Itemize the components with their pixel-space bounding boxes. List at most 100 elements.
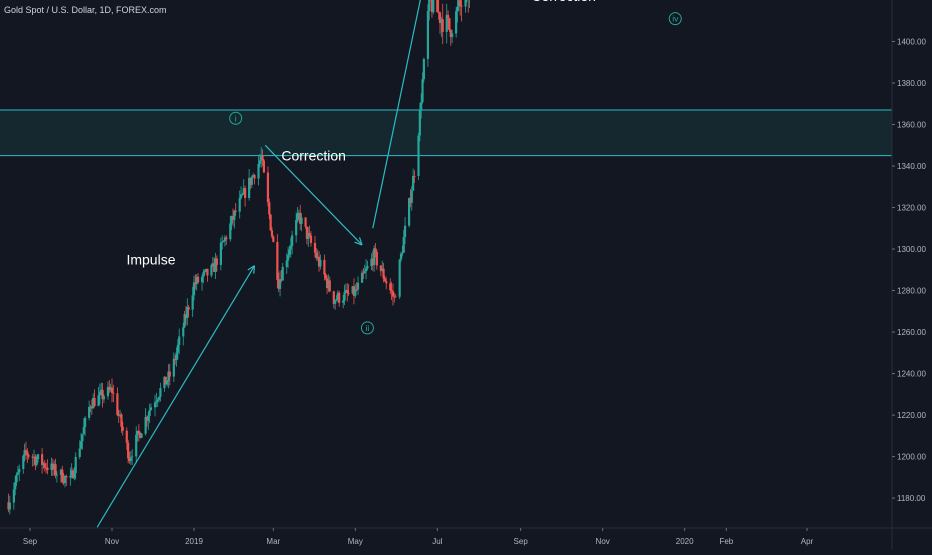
candle-body [24, 450, 28, 452]
candle-body [257, 163, 260, 179]
x-tick-label: Jul [432, 537, 442, 546]
candle-body [128, 458, 131, 461]
candle-body [156, 399, 159, 402]
x-tick-label: Sep [23, 537, 38, 546]
candle-body [343, 292, 346, 301]
candle-body [230, 216, 233, 224]
candle-body [147, 415, 150, 421]
y-tick-label: 1360.00 [897, 121, 926, 130]
candle-body [84, 417, 87, 427]
candle-body [117, 414, 120, 416]
candle-body [149, 407, 153, 411]
candle-body [305, 226, 309, 239]
wave-label-circle [668, 12, 682, 26]
candle-body [379, 265, 382, 271]
wave-label: i [235, 113, 237, 123]
candle-body [81, 434, 84, 442]
candle-body [459, 0, 462, 6]
candle-body [344, 290, 348, 293]
candle-body [34, 456, 37, 465]
candle-body [8, 502, 11, 510]
x-tick-label: May [348, 537, 363, 546]
candle-body [355, 289, 358, 291]
candle-body [356, 282, 360, 290]
candle-body [172, 358, 175, 377]
candle-body [430, 0, 434, 13]
candle-body [120, 414, 123, 427]
candle-body [261, 156, 264, 161]
candle-body [304, 217, 307, 227]
candle-body [175, 352, 178, 361]
candle-body [266, 172, 270, 203]
candle-body [106, 386, 110, 397]
candle-body [389, 283, 392, 291]
candle-body [250, 176, 253, 185]
candle-body [420, 102, 423, 110]
candle-body [131, 456, 134, 458]
candle-body [18, 468, 21, 473]
candle-body [371, 258, 374, 265]
candle-body [323, 259, 326, 275]
candle-body [299, 212, 302, 224]
y-tick-label: 1240.00 [897, 370, 926, 379]
candle-body [374, 248, 377, 252]
candle-body [102, 396, 106, 400]
candle-body [229, 223, 232, 240]
candle-body [268, 202, 271, 215]
candle-body [338, 292, 341, 303]
candle-body [407, 198, 411, 226]
wave-label-circle [229, 111, 243, 125]
candle-body [278, 279, 282, 289]
candle-body [409, 198, 412, 203]
y-tick-label: 1320.00 [897, 204, 926, 213]
candle-body [135, 434, 138, 457]
candle-body [109, 387, 112, 390]
candle-body [316, 256, 319, 259]
candle-body [148, 410, 151, 416]
candle-body [276, 241, 279, 280]
candle-body [70, 470, 73, 476]
y-tick-label: 1260.00 [897, 328, 926, 337]
candle-body [375, 251, 378, 266]
candle-body [242, 188, 245, 195]
candle-body [432, 0, 435, 13]
chart-title: Gold Spot / U.S. Dollar, 1D, FOREX.com [4, 5, 167, 15]
candle-body [101, 389, 104, 400]
candle-body [51, 463, 54, 470]
candle-body [16, 472, 20, 475]
candle-body [215, 258, 218, 265]
x-tick-label: Apr [801, 537, 814, 546]
candle-body [121, 426, 124, 431]
candle-body [213, 263, 216, 272]
candle-body [140, 433, 143, 438]
candle-body [234, 210, 237, 212]
candle-body [174, 358, 177, 361]
candle-body [15, 474, 18, 483]
candle-body [137, 430, 140, 433]
candle-body [445, 14, 448, 32]
candle-body [422, 59, 425, 80]
candle-body [399, 253, 403, 260]
annotation-text: Correction [531, 0, 596, 4]
candle-body [363, 271, 366, 274]
candle-body [352, 286, 356, 296]
candle-body [97, 395, 100, 406]
candle-body [456, 6, 459, 12]
candle-body [59, 469, 63, 475]
candle-body [110, 387, 114, 393]
arrow-line [264, 144, 363, 246]
candle-body [42, 463, 45, 465]
candle-body [253, 175, 256, 179]
candle-body [63, 475, 67, 484]
y-tick-label: 1300.00 [897, 245, 926, 254]
candle-body [464, 0, 467, 7]
candle-body [191, 295, 194, 310]
candle-body [325, 278, 329, 289]
candle-body [381, 268, 384, 271]
candle-body [69, 475, 72, 478]
candle-body [65, 475, 68, 478]
candle-body [269, 214, 272, 231]
candle-body [241, 194, 244, 196]
